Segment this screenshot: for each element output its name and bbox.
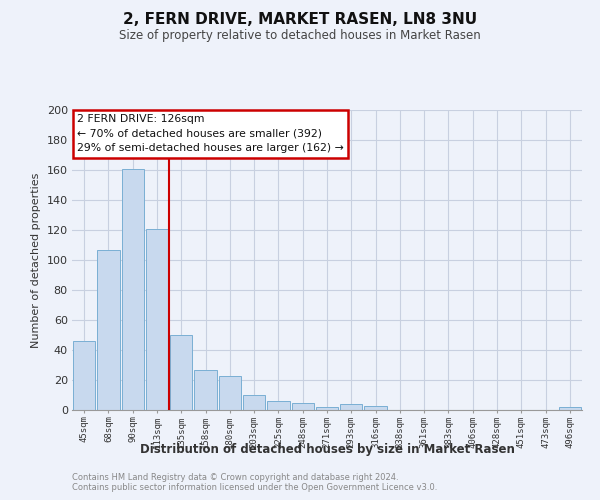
Y-axis label: Number of detached properties: Number of detached properties xyxy=(31,172,41,348)
Text: 2 FERN DRIVE: 126sqm
← 70% of detached houses are smaller (392)
29% of semi-deta: 2 FERN DRIVE: 126sqm ← 70% of detached h… xyxy=(77,114,344,154)
Bar xyxy=(559,407,581,410)
Bar xyxy=(146,228,168,410)
Bar xyxy=(122,168,144,410)
Bar xyxy=(292,402,314,410)
Bar xyxy=(73,341,95,410)
Bar xyxy=(364,406,387,410)
Bar xyxy=(97,250,119,410)
Bar xyxy=(194,370,217,410)
Bar xyxy=(170,335,193,410)
Bar xyxy=(243,395,265,410)
Text: Size of property relative to detached houses in Market Rasen: Size of property relative to detached ho… xyxy=(119,29,481,42)
Text: Contains public sector information licensed under the Open Government Licence v3: Contains public sector information licen… xyxy=(72,482,437,492)
Bar xyxy=(267,401,290,410)
Text: 2, FERN DRIVE, MARKET RASEN, LN8 3NU: 2, FERN DRIVE, MARKET RASEN, LN8 3NU xyxy=(123,12,477,28)
Text: Distribution of detached houses by size in Market Rasen: Distribution of detached houses by size … xyxy=(140,442,514,456)
Bar xyxy=(316,407,338,410)
Bar xyxy=(218,376,241,410)
Bar xyxy=(340,404,362,410)
Text: Contains HM Land Registry data © Crown copyright and database right 2024.: Contains HM Land Registry data © Crown c… xyxy=(72,472,398,482)
